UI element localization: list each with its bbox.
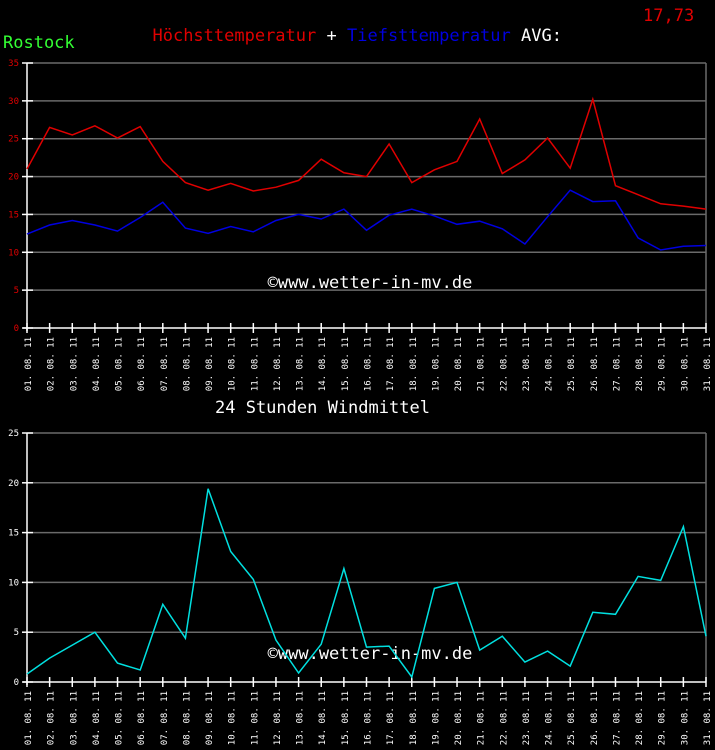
x-tick-label: 19. 08. 11 — [431, 337, 441, 391]
x-tick-label: 14. 08. 11 — [318, 691, 328, 745]
x-tick-label: 21. 08. 11 — [477, 691, 487, 745]
x-tick-label: 04. 08. 11 — [92, 337, 102, 391]
avg-label: AVG: — [521, 26, 562, 46]
x-tick-label: 14. 08. 11 — [318, 337, 328, 391]
x-tick-label: 24. 08. 11 — [545, 337, 555, 391]
x-tick-label: 11. 08. 11 — [250, 337, 260, 391]
x-tick-label: 26. 08. 11 — [590, 691, 600, 745]
x-tick-label: 06. 08. 11 — [137, 691, 147, 745]
x-tick-label: 27. 08. 11 — [612, 337, 622, 391]
y-tick-label: 25 — [8, 135, 19, 145]
x-tick-label: 07. 08. 11 — [160, 691, 170, 745]
avg-value: 17,73 — [643, 6, 695, 26]
x-tick-label: 01. 08. 11 — [24, 337, 34, 391]
watermark: ©www.wetter-in-mv.de — [268, 273, 473, 293]
x-tick-label: 05. 08. 11 — [115, 691, 125, 745]
x-tick-label: 23. 08. 11 — [522, 337, 532, 391]
x-tick-label: 02. 08. 11 — [47, 337, 57, 391]
x-tick-label: 31. 08. 11 — [703, 691, 713, 745]
series-line — [26, 488, 707, 679]
x-tick-label: 09. 08. 11 — [205, 691, 215, 745]
x-tick-label: 27. 08. 11 — [612, 691, 622, 745]
x-tick-label: 25. 08. 11 — [567, 691, 577, 745]
x-tick-label: 29. 08. 11 — [658, 691, 668, 745]
y-tick-label: 10 — [8, 248, 19, 258]
x-tick-label: 30. 08. 11 — [680, 691, 690, 745]
x-tick-label: 13. 08. 11 — [296, 337, 306, 391]
y-tick-label: 25 — [8, 429, 19, 439]
x-tick-label: 15. 08. 11 — [341, 337, 351, 391]
y-tick-label: 0 — [14, 678, 19, 688]
x-tick-label: 24. 08. 11 — [545, 691, 555, 745]
x-tick-label: 01. 08. 11 — [24, 691, 34, 745]
y-tick-label: 15 — [8, 529, 19, 539]
x-tick-label: 18. 08. 11 — [409, 691, 419, 745]
x-tick-label: 09. 08. 11 — [205, 337, 215, 391]
x-tick-label: 21. 08. 11 — [477, 337, 487, 391]
x-tick-label: 22. 08. 11 — [499, 691, 509, 745]
x-tick-label: 10. 08. 11 — [228, 337, 238, 391]
x-tick-label: 12. 08. 11 — [273, 337, 283, 391]
x-tick-label: 25. 08. 11 — [567, 337, 577, 391]
min-temp-label: Tiefsttemperatur — [347, 26, 511, 46]
x-tick-label: 07. 08. 11 — [160, 337, 170, 391]
header-title: Höchsttemperatur + Tiefsttemperatur AVG: — [132, 6, 562, 46]
x-tick-label: 04. 08. 11 — [92, 691, 102, 745]
watermark: ©www.wetter-in-mv.de — [268, 644, 473, 664]
x-tick-label: 22. 08. 11 — [499, 337, 509, 391]
x-tick-label: 19. 08. 11 — [431, 691, 441, 745]
x-tick-label: 20. 08. 11 — [454, 691, 464, 745]
x-tick-label: 29. 08. 11 — [658, 337, 668, 391]
y-tick-label: 35 — [8, 59, 19, 69]
x-tick-label: 31. 08. 11 — [703, 337, 713, 391]
y-tick-label: 30 — [8, 97, 19, 107]
x-tick-label: 16. 08. 11 — [364, 691, 374, 745]
x-tick-label: 30. 08. 11 — [680, 337, 690, 391]
x-tick-label: 28. 08. 11 — [635, 337, 645, 391]
x-tick-label: 06. 08. 11 — [137, 337, 147, 391]
y-tick-label: 20 — [8, 479, 19, 489]
series-line — [26, 189, 707, 251]
x-tick-label: 16. 08. 11 — [364, 337, 374, 391]
temperature-chart: 0 5 10 15 20 25 30 35 01. 08. 11 02. 08. 11 03. 08… — [8, 59, 713, 391]
x-tick-label: 11. 08. 11 — [250, 691, 260, 745]
x-tick-label: 03. 08. 11 — [69, 691, 79, 745]
x-tick-label: 23. 08. 11 — [522, 691, 532, 745]
x-tick-label: 12. 08. 11 — [273, 691, 283, 745]
plus-sign: + — [326, 26, 337, 46]
y-tick-label: 20 — [8, 173, 19, 183]
x-tick-label: 15. 08. 11 — [341, 691, 351, 745]
wind-chart-title: 24 Stunden Windmittel — [215, 398, 430, 418]
x-tick-label: 20. 08. 11 — [454, 337, 464, 391]
x-tick-label: 05. 08. 11 — [115, 337, 125, 391]
x-tick-label: 10. 08. 11 — [228, 691, 238, 745]
x-tick-label: 17. 08. 11 — [386, 337, 396, 391]
x-tick-label: 28. 08. 11 — [635, 691, 645, 745]
x-tick-label: 08. 08. 11 — [182, 691, 192, 745]
wind-chart: 0 5 10 15 20 25 01. 08. 11 02. 08. 11 03. 08. 11… — [8, 429, 713, 745]
y-tick-label: 15 — [8, 210, 19, 220]
max-temp-label: Höchsttemperatur — [152, 26, 317, 46]
location-name: Rostock — [3, 33, 75, 53]
x-tick-label: 13. 08. 11 — [296, 691, 306, 745]
x-tick-label: 02. 08. 11 — [47, 691, 57, 745]
y-tick-label: 5 — [14, 628, 19, 638]
x-tick-label: 03. 08. 11 — [69, 337, 79, 391]
series-line — [26, 96, 707, 210]
x-tick-label: 08. 08. 11 — [182, 337, 192, 391]
y-tick-label: 0 — [14, 324, 19, 334]
x-tick-label: 18. 08. 11 — [409, 337, 419, 391]
y-tick-label: 10 — [8, 578, 19, 588]
y-tick-label: 5 — [14, 286, 19, 296]
x-tick-label: 26. 08. 11 — [590, 337, 600, 391]
x-tick-label: 17. 08. 11 — [386, 691, 396, 745]
